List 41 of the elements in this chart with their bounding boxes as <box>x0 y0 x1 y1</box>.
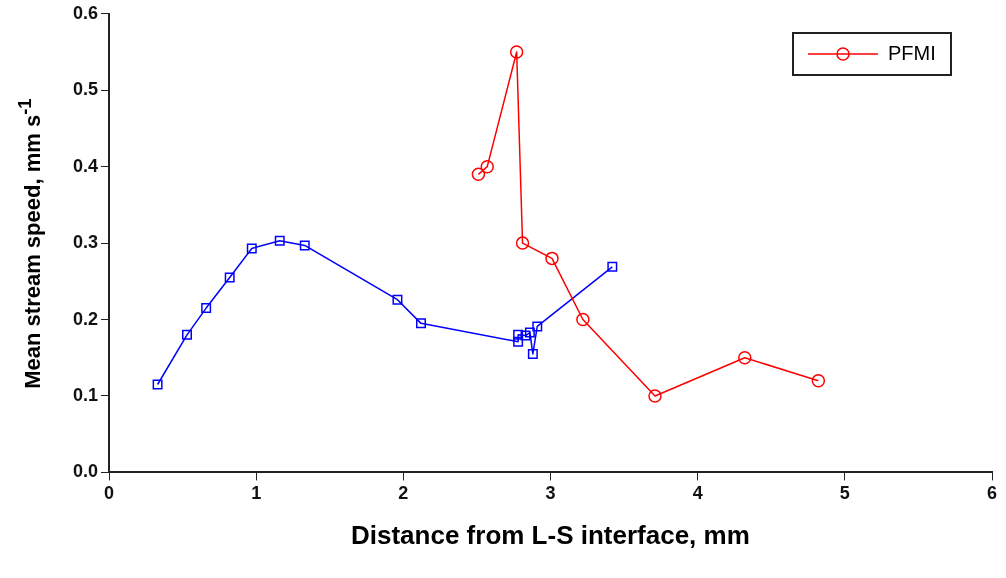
point <box>182 329 193 340</box>
point <box>513 329 524 340</box>
y-tick-label: 0.1 <box>72 384 99 405</box>
point <box>513 336 524 347</box>
point <box>738 351 752 365</box>
x-tick-label: 3 <box>545 483 556 504</box>
point <box>520 330 531 341</box>
point <box>480 159 494 174</box>
legend-label: PFMI <box>888 42 936 66</box>
point <box>648 389 662 403</box>
y-tick-label: 0.5 <box>72 79 99 100</box>
x-tick-label: 0 <box>104 483 115 504</box>
x-tick-label: 6 <box>986 483 998 504</box>
y-tick-label: 0.3 <box>72 232 99 253</box>
point <box>576 312 590 327</box>
x-axis-title: Distance from L-S interface, mm <box>351 520 750 552</box>
point <box>545 251 559 266</box>
y-tick-label: 0.4 <box>72 155 99 176</box>
point <box>274 235 285 246</box>
point <box>527 348 538 359</box>
x-tick-label: 5 <box>839 483 850 504</box>
point <box>392 294 403 305</box>
y-tick-label: 0.2 <box>72 308 99 329</box>
x-tick-label: 2 <box>398 483 409 504</box>
y-tick-label: 0.6 <box>72 2 99 23</box>
y-tick-label: 0.0 <box>72 461 99 482</box>
point <box>224 272 235 283</box>
point <box>246 243 257 254</box>
point <box>515 236 530 250</box>
point <box>201 303 212 314</box>
point <box>471 167 486 182</box>
x-tick-label: 1 <box>251 483 262 504</box>
point <box>299 240 310 251</box>
point <box>532 321 543 332</box>
point <box>524 327 535 338</box>
point <box>509 45 524 59</box>
point <box>416 318 426 329</box>
x-tick-label: 4 <box>692 483 703 504</box>
point <box>811 373 826 388</box>
point <box>607 261 618 272</box>
point <box>152 379 163 390</box>
